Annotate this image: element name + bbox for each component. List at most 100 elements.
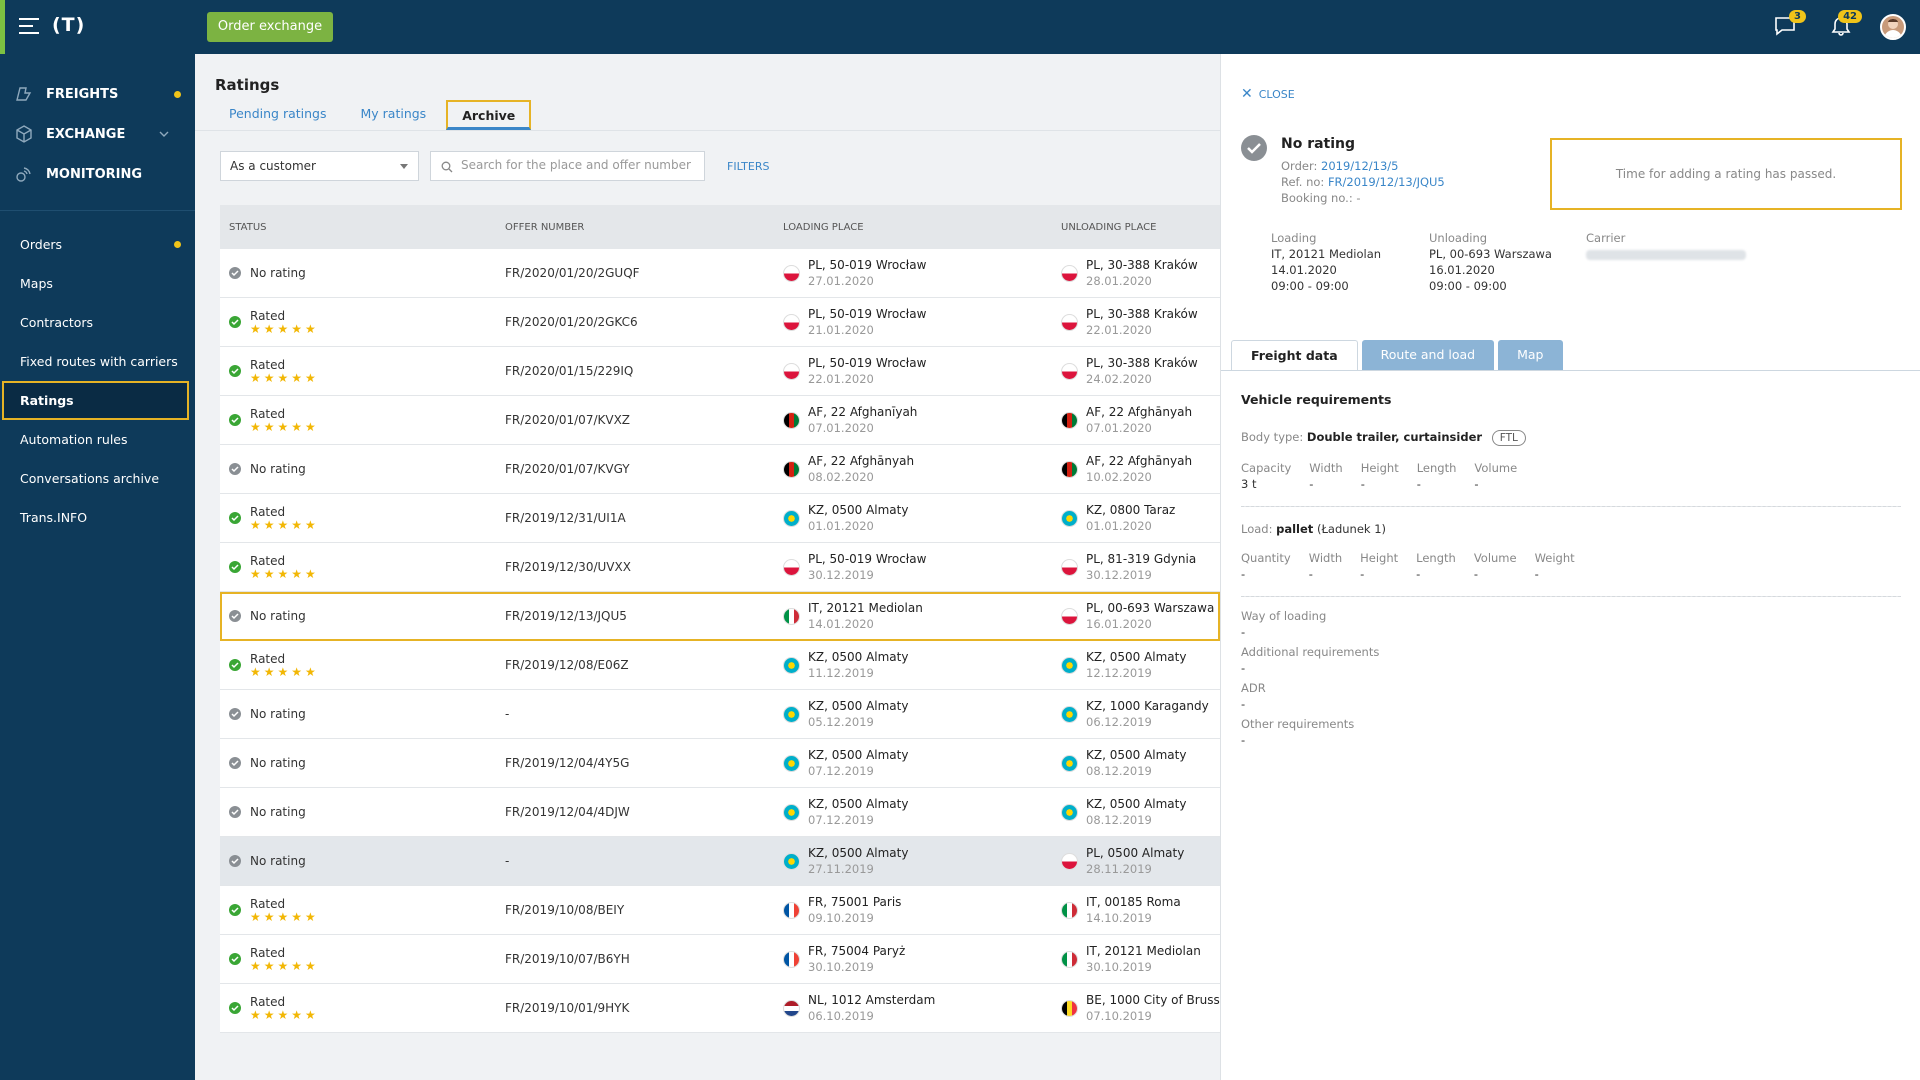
offer-number: FR/2019/10/01/9HYK [505,1001,630,1015]
tab-route-and-load[interactable]: Route and load [1361,340,1495,370]
app-logo[interactable]: (T) [52,14,86,36]
table-row[interactable]: Rated ★★★★★ FR/2019/12/31/UI1A KZ, 0500 Alm… [220,494,1220,543]
menu-icon[interactable] [19,18,39,34]
sidebar-item-freights[interactable]: FREIGHTS [0,74,195,114]
table-row[interactable]: No rating FR/2019/12/04/4Y5G KZ, 0500 Alma… [220,739,1220,788]
table-row[interactable]: No rating FR/2020/01/07/KVGY AF, 22 Afghān… [220,445,1220,494]
rated-check-icon [229,953,241,965]
sidebar-item-trans-info[interactable]: Trans.INFO [0,498,195,537]
sidebar-item-exchange[interactable]: EXCHANGE [0,114,195,154]
offer-number: FR/2019/10/07/B6YH [505,952,630,966]
search-input[interactable] [461,158,696,172]
sidebar-item-label: Conversations archive [20,471,160,486]
sidebar-divider [0,210,195,211]
filters-button[interactable]: FILTERS [727,160,770,173]
sidebar-item-fixed-routes[interactable]: Fixed routes with carriers [0,342,195,381]
vehicle-requirements-heading: Vehicle requirements [1241,392,1391,407]
table-row[interactable]: Rated ★★★★★ FR/2020/01/15/229IQ PL, 50-019 … [220,347,1220,396]
offer-number: FR/2019/10/08/BEIY [505,903,625,917]
table-row[interactable]: Rated ★★★★★ FR/2019/12/30/UVXX PL, 50-019 W… [220,543,1220,592]
status-cell: No rating [220,805,497,819]
flag-icon [1061,901,1078,919]
unloading-date: 08.12.2019 [1086,764,1152,778]
spec-label: Length [1416,551,1456,565]
sidebar-item-label: Trans.INFO [20,510,88,525]
load-value: pallet [1276,522,1314,536]
unloading-date: 16.01.2020 [1086,617,1152,631]
table-row[interactable]: No rating FR/2019/12/13/JQU5 IT, 20121 Med… [220,592,1220,641]
spec-label: Volume [1474,461,1518,475]
table-body: No rating FR/2020/01/20/2GUQF PL, 50-019 W… [220,249,1220,1033]
sidebar-item-monitoring[interactable]: MONITORING [0,154,195,194]
loading-date: 07.12.2019 [808,764,874,778]
spec-value: - [1241,567,1246,581]
flag-icon [783,313,800,331]
unloading-date: 16.01.2020 [1429,263,1495,277]
flag-icon [783,411,800,429]
search-box[interactable] [430,151,705,181]
sidebar-item-automation-rules[interactable]: Automation rules [0,420,195,459]
table-row[interactable]: Rated ★★★★★ FR/2020/01/07/KVXZ AF, 22 Afgha… [220,396,1220,445]
carrier-info: Carrier [1586,230,1746,264]
role-select[interactable]: As a customer [220,151,419,181]
close-button[interactable]: ✕ CLOSE [1241,86,1295,102]
column-header-loading-place[interactable]: Loading place [783,221,864,233]
user-avatar[interactable] [1880,14,1906,40]
tab-map[interactable]: Map [1498,340,1563,370]
tab-my-ratings[interactable]: My ratings [360,106,427,121]
tab-archive[interactable]: Archive [446,100,532,130]
order-exchange-button[interactable]: Order exchange [207,12,333,42]
sidebar-item-maps[interactable]: Maps [0,264,195,303]
loading-date: 30.10.2019 [808,960,874,974]
divider [1241,506,1901,507]
rating-expired-notice: Time for adding a rating has passed. [1550,138,1902,210]
status-cell: No rating [220,609,497,623]
tab-pending-ratings[interactable]: Pending ratings [229,106,327,121]
column-header-offer-number[interactable]: Offer number [505,221,585,233]
table-row[interactable]: Rated ★★★★★ FR/2019/10/07/B6YH FR, 75004 Pa… [220,935,1220,984]
requirement-label: Way of loading [1241,609,1327,623]
monitoring-icon [16,167,31,182]
sidebar-item-contractors[interactable]: Contractors [0,303,195,342]
loading-place: PL, 50-019 Wrocław [808,258,927,272]
no-rating-check-icon [229,463,241,475]
loading-place: IT, 20121 Mediolan [808,601,923,615]
booking-value: - [1356,191,1361,205]
notifications-icon[interactable]: 42 [1830,10,1862,36]
sidebar-item-conversations-archive[interactable]: Conversations archive [0,459,195,498]
sidebar-item-ratings[interactable]: Ratings [2,381,189,420]
close-label: CLOSE [1258,88,1295,101]
flag-icon [1061,313,1078,331]
loading-date: 06.10.2019 [808,1009,874,1023]
loading-place-cell: NL, 1012 Amsterdam 06.10.2019 [775,992,1053,1024]
table-row[interactable]: No rating FR/2020/01/20/2GUQF PL, 50-019 W… [220,249,1220,298]
column-header-status[interactable]: Status [229,221,267,233]
unloading-date: 24.02.2020 [1086,372,1152,386]
table-row[interactable]: No rating - KZ, 0500 Almaty 05.12.2019 KZ, 1… [220,690,1220,739]
spec-value: - [1473,567,1478,581]
table-row[interactable]: No rating FR/2019/12/04/4DJW KZ, 0500 Alma… [220,788,1220,837]
spec-item: Capacity 3 t [1241,460,1291,492]
messages-icon[interactable]: 3 [1774,10,1806,36]
ref-link[interactable]: FR/2019/12/13/JQU5 [1327,175,1445,189]
column-header-unloading-place[interactable]: Unloading place [1061,221,1157,233]
loading-place: PL, 50-019 Wrocław [808,552,927,566]
table-row[interactable]: No rating - KZ, 0500 Almaty 27.11.2019 PL, 0… [220,837,1220,886]
order-link[interactable]: 2019/12/13/5 [1321,159,1399,173]
flag-icon [1061,656,1078,674]
unloading-place-cell: KZ, 1000 Karagandy 06.12.2019 [1053,698,1220,730]
table-row[interactable]: Rated ★★★★★ FR/2019/10/01/9HYK NL, 1012 Ams… [220,984,1220,1033]
status-text: Rated [250,946,286,960]
requirement-value: - [1241,733,1246,747]
loading-place: AF, 22 Afghanīyah [808,405,918,419]
role-select-value: As a customer [230,159,316,173]
flag-icon [783,362,800,380]
loading-date: 11.12.2019 [808,666,874,680]
sidebar-item-orders[interactable]: Orders [0,225,195,264]
tab-freight-data[interactable]: Freight data [1231,340,1358,370]
table-row[interactable]: Rated ★★★★★ FR/2020/01/20/2GKC6 PL, 50-019 … [220,298,1220,347]
table-row[interactable]: Rated ★★★★★ FR/2019/12/08/E06Z KZ, 0500 Alm… [220,641,1220,690]
table-row[interactable]: Rated ★★★★★ FR/2019/10/08/BEIY FR, 75001 Pa… [220,886,1220,935]
table-header: Status Offer number Loading place Unload… [220,205,1220,249]
loading-place: KZ, 0500 Almaty [808,797,909,811]
